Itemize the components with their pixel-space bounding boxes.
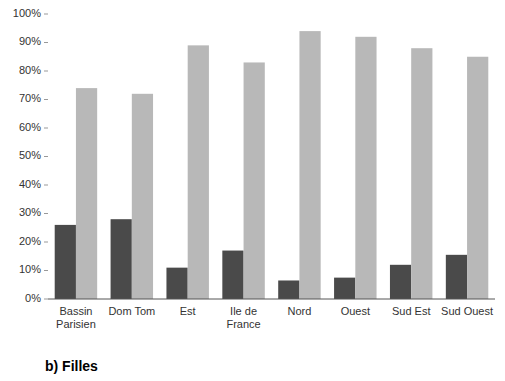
y-tick-label: 70% xyxy=(19,92,41,104)
y-tick-label: 30% xyxy=(19,206,41,218)
y-tick xyxy=(44,99,48,100)
y-tick xyxy=(44,71,48,72)
x-tick-label: Est xyxy=(180,305,196,317)
y-tick-label: 0% xyxy=(25,292,41,304)
bar xyxy=(446,255,467,299)
bar xyxy=(166,268,187,299)
y-tick-label: 50% xyxy=(19,149,41,161)
x-axis-line xyxy=(48,299,495,300)
x-axis: BassinParisien Dom Tom Est Ile deFrance Nord… xyxy=(48,299,495,330)
y-tick xyxy=(44,299,48,300)
y-tick xyxy=(44,156,48,157)
bar xyxy=(222,251,243,299)
bar xyxy=(299,31,320,299)
y-tick-label: 90% xyxy=(19,35,41,47)
y-tick-label: 80% xyxy=(19,64,41,76)
bar xyxy=(55,225,76,299)
x-tick-label: Ouest xyxy=(341,305,370,317)
bar xyxy=(76,88,97,299)
y-tick-label: 60% xyxy=(19,121,41,133)
y-tick xyxy=(44,270,48,271)
y-axis: 0% 10% 20% 30% 40% 50% 60% 70% 80% 90% 100% xyxy=(13,7,48,304)
x-tick-label: Sud Est xyxy=(392,305,431,317)
y-tick-label: 100% xyxy=(13,7,41,19)
y-tick-label: 10% xyxy=(19,263,41,275)
y-tick xyxy=(44,242,48,243)
bar xyxy=(111,219,132,299)
bar xyxy=(355,37,376,299)
chart-container: 0% 10% 20% 30% 40% 50% 60% 70% 80% 90% 100% BassinP… xyxy=(0,0,505,381)
x-tick-label: Sud Ouest xyxy=(441,305,493,317)
y-tick xyxy=(44,185,48,186)
bar xyxy=(467,57,488,299)
x-tick-label: Dom Tom xyxy=(108,305,155,317)
y-tick xyxy=(44,128,48,129)
bar xyxy=(278,280,299,299)
y-tick-label: 20% xyxy=(19,235,41,247)
x-tick-label: Ile deFrance xyxy=(226,305,260,330)
bar xyxy=(244,62,265,299)
y-tick xyxy=(44,213,48,214)
x-tick-label: Nord xyxy=(288,305,312,317)
x-tick-label: BassinParisien xyxy=(56,305,96,330)
bar xyxy=(188,45,209,299)
y-tick xyxy=(44,14,48,15)
chart: 0% 10% 20% 30% 40% 50% 60% 70% 80% 90% 100% BassinP… xyxy=(0,0,505,381)
bar xyxy=(132,94,153,299)
y-tick-label: 40% xyxy=(19,178,41,190)
bar xyxy=(411,48,432,299)
bar xyxy=(390,265,411,299)
bar xyxy=(334,278,355,299)
bars xyxy=(55,31,489,299)
x-label: b) Filles xyxy=(45,358,98,374)
y-tick xyxy=(44,42,48,43)
